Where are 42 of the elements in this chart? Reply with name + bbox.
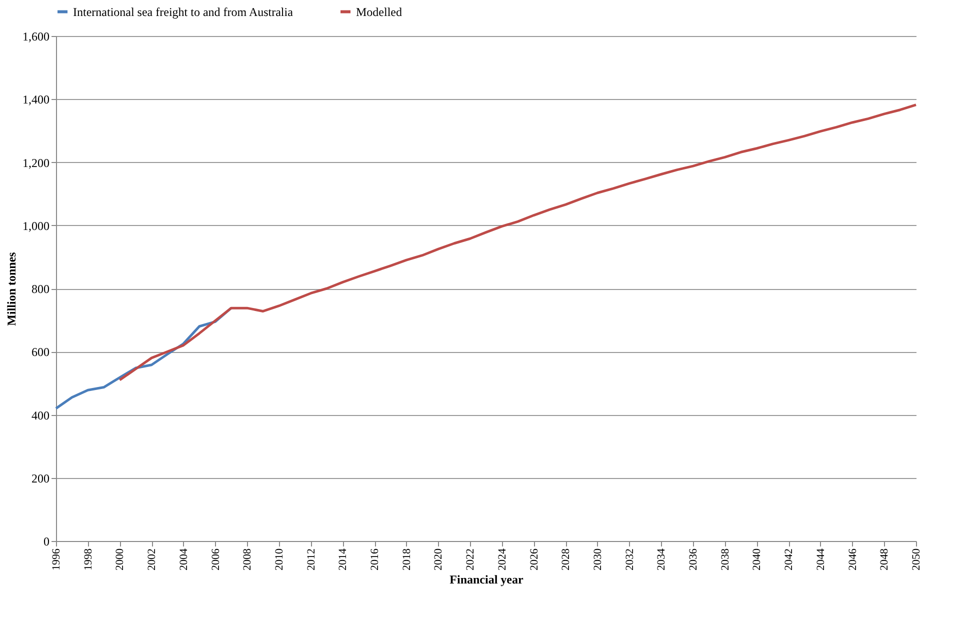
y-tick-label: 200: [32, 471, 50, 486]
x-tick-label: 2030: [592, 548, 604, 570]
y-tick-label: 800: [32, 282, 50, 296]
x-tick-label: 2046: [846, 548, 859, 570]
y-tick-label: 600: [32, 345, 50, 360]
x-tick-label: 2040: [751, 548, 764, 570]
x-tick-label: 2024: [496, 548, 508, 570]
x-tick-label: 2004: [178, 548, 190, 570]
x-tick-label: 1996: [50, 548, 62, 570]
x-tick-label: 2038: [719, 548, 732, 570]
x-tick-label: 2008: [242, 548, 254, 570]
x-tick-label: 2032: [624, 548, 636, 570]
line-series: [118, 104, 918, 382]
y-tick-label: 1,200: [22, 156, 50, 170]
x-tick-label: 2014: [337, 548, 350, 570]
x-tick-label: 2044: [814, 548, 827, 570]
y-tick-label: 1,400: [22, 92, 50, 107]
x-tick-label: 2006: [210, 548, 222, 570]
x-tick-label: 2016: [369, 548, 382, 570]
x-tick-label: 2020: [432, 548, 445, 570]
x-tick-label: 2028: [560, 548, 572, 570]
x-tick-label: 2022: [464, 548, 477, 570]
y-tick-label: 1,600: [22, 30, 50, 44]
x-tick-label: 2036: [688, 548, 700, 570]
x-tick-label: 2010: [273, 548, 286, 570]
x-tick-label: 2034: [656, 548, 668, 570]
y-axis-title: Million tonnes: [4, 252, 18, 326]
x-tick-label: 2050: [910, 548, 922, 570]
x-tick-label: 2018: [400, 548, 413, 570]
x-axis-title: Financial year: [450, 572, 524, 586]
x-tick-label: 2048: [878, 548, 891, 570]
x-tick-label: 2042: [783, 548, 796, 570]
y-tick-label: 0: [44, 534, 50, 548]
x-tick-label: 2002: [146, 548, 158, 570]
y-tick-label: 1,000: [22, 218, 50, 233]
x-tick-label: 2026: [528, 548, 540, 570]
legend-label: Modelled: [356, 4, 402, 19]
x-tick-label: 2012: [305, 548, 318, 570]
x-tick-label: 1998: [82, 548, 94, 570]
x-tick-label: 2000: [114, 548, 126, 570]
y-tick-label: 400: [32, 408, 50, 422]
legend-label: International sea freight to and from Australia: [73, 4, 294, 19]
